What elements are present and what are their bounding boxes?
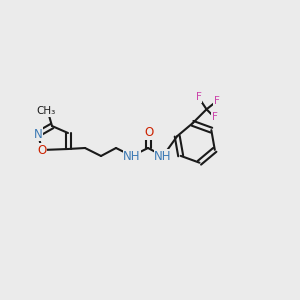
Text: F: F [214,96,220,106]
Text: N: N [34,128,42,140]
Text: O: O [144,127,154,140]
Text: CH₃: CH₃ [36,106,56,116]
Text: NH: NH [123,149,141,163]
Text: F: F [196,92,202,102]
Text: F: F [212,112,218,122]
Text: O: O [38,143,46,157]
Text: NH: NH [154,149,172,163]
